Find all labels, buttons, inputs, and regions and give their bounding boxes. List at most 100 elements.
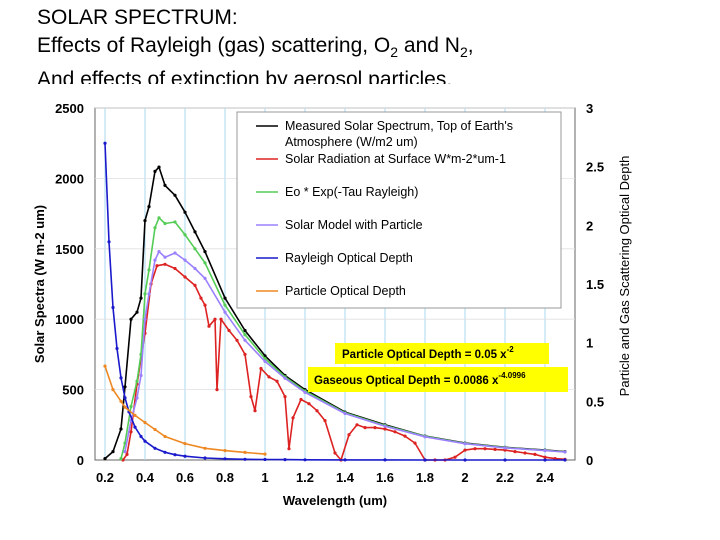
legend-label-measured-1: Measured Solar Spectrum, Top of Earth's <box>285 119 513 133</box>
data-point <box>157 250 161 254</box>
data-point <box>207 324 211 328</box>
series-layer <box>103 141 567 462</box>
x-tick-label: 1.4 <box>336 470 355 485</box>
data-point <box>423 458 427 462</box>
data-point <box>213 317 217 321</box>
data-point <box>263 457 267 462</box>
y-tick-label-right: 2 <box>586 218 593 233</box>
y-tick-label-right: 1.5 <box>586 277 604 292</box>
data-point <box>143 317 147 321</box>
data-point <box>183 233 187 237</box>
title-line-2-part-c: , <box>467 34 474 57</box>
data-point <box>119 399 123 403</box>
y-tick-label-right: 1 <box>586 336 593 351</box>
data-point <box>163 450 167 454</box>
data-point <box>453 455 457 459</box>
data-point <box>203 456 207 460</box>
data-point <box>373 426 377 430</box>
data-point <box>193 230 197 234</box>
y-tick-label-left: 2000 <box>55 171 84 186</box>
data-point <box>103 457 107 461</box>
left-axis-ticks: 0 500 1000 1500 2000 2500 <box>55 101 84 468</box>
x-tick-label: 0.4 <box>136 470 155 485</box>
data-point <box>463 458 467 462</box>
fit-annotations: Particle Optical Depth = 0.05 x-2 Gaseou… <box>308 343 568 392</box>
y-tick-label-left: 0 <box>77 453 84 468</box>
data-point <box>183 275 187 279</box>
data-point <box>307 402 311 406</box>
legend-label-particle-depth: Particle Optical Depth <box>285 284 406 298</box>
data-point <box>199 296 203 300</box>
data-point <box>147 205 151 209</box>
data-point <box>153 226 157 230</box>
x-tick-label: 0.2 <box>96 470 114 485</box>
data-point <box>139 373 143 378</box>
x-tick-label: 0.6 <box>176 470 194 485</box>
legend-box <box>236 111 562 309</box>
x-tick-label: 0.8 <box>216 470 234 485</box>
data-point <box>173 453 177 457</box>
y-tick-label-right: 0 <box>586 453 593 468</box>
data-point <box>243 352 247 356</box>
data-point <box>463 448 467 452</box>
y-tick-label-right: 2.5 <box>586 160 604 175</box>
data-point <box>223 310 227 314</box>
data-point <box>129 317 133 321</box>
x-tick-label: 2 <box>461 470 468 485</box>
title-line-1: SOLAR SPECTRUM: <box>37 6 238 29</box>
data-point <box>203 303 207 307</box>
data-point <box>483 447 487 451</box>
particle-fit-box <box>335 343 549 364</box>
data-point <box>503 446 507 450</box>
data-point <box>253 409 257 413</box>
data-point <box>133 425 137 429</box>
data-point <box>503 448 507 452</box>
y-tick-label-left: 500 <box>62 383 84 398</box>
data-point <box>243 333 247 337</box>
data-point <box>135 379 139 383</box>
data-point <box>563 458 567 462</box>
data-point <box>383 424 387 428</box>
data-point <box>115 346 119 351</box>
y-tick-label-left: 1000 <box>55 312 84 327</box>
data-point <box>183 442 187 446</box>
title-line-2-part-a: Effects of Rayleigh (gas) scattering, O <box>37 34 391 57</box>
data-point <box>223 296 227 300</box>
data-point <box>153 446 157 450</box>
data-point <box>343 458 347 462</box>
data-point <box>503 458 507 462</box>
slide-title: SOLAR SPECTRUM: Effects of Rayleigh (gas… <box>37 4 707 84</box>
legend-label-measured-2: Atmosphere (W/m2 um) <box>285 135 418 149</box>
data-point <box>215 388 219 392</box>
data-point <box>263 359 267 363</box>
legend-label-model: Solar Model with Particle <box>285 218 423 232</box>
y-axis-label-left: Solar Spectra (W m-2 um) <box>32 205 47 363</box>
data-point <box>243 450 247 454</box>
data-point <box>133 413 137 417</box>
data-point <box>123 450 127 454</box>
data-point <box>111 388 115 392</box>
y-tick-label-left: 2500 <box>55 101 84 116</box>
data-point <box>163 221 167 226</box>
data-point <box>193 283 197 287</box>
data-point <box>125 452 129 456</box>
data-point <box>193 266 197 271</box>
data-point <box>283 395 287 399</box>
data-point <box>129 430 133 434</box>
x-axis-ticks: 0.2 0.4 0.6 0.8 1 1.2 1.4 1.6 1.8 2 2.2 2.4 <box>96 470 555 485</box>
data-point <box>163 183 167 187</box>
data-point <box>463 442 467 446</box>
data-point <box>119 427 123 431</box>
data-point <box>287 447 291 451</box>
data-point <box>173 251 177 255</box>
data-point <box>323 419 327 423</box>
data-point <box>303 458 307 462</box>
data-point <box>243 338 247 342</box>
data-point <box>223 457 227 461</box>
particle-fit-label: Particle Optical Depth = 0.05 x <box>342 349 507 361</box>
data-point <box>423 435 427 439</box>
x-tick-label: 2.2 <box>496 470 514 485</box>
data-point <box>283 376 287 380</box>
data-point <box>263 452 267 456</box>
legend-label-rayleigh-depth: Rayleigh Optical Depth <box>285 251 413 265</box>
